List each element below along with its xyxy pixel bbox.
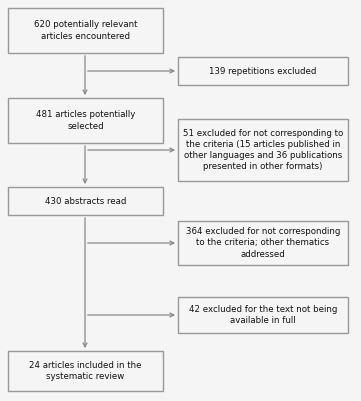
Bar <box>178 221 348 265</box>
Bar <box>8 8 163 53</box>
Bar <box>178 57 348 85</box>
Text: 42 excluded for the text not being
available in full: 42 excluded for the text not being avail… <box>189 305 337 325</box>
Text: 620 potentially relevant
articles encountered: 620 potentially relevant articles encoun… <box>34 20 137 41</box>
Text: 51 excluded for not corresponding to
the criteria (15 articles published in
othe: 51 excluded for not corresponding to the… <box>183 129 343 171</box>
Text: 139 repetitions excluded: 139 repetitions excluded <box>209 67 317 75</box>
Bar <box>8 187 163 215</box>
Bar <box>178 297 348 333</box>
Bar <box>8 98 163 143</box>
Text: 24 articles included in the
systematic review: 24 articles included in the systematic r… <box>29 361 142 381</box>
Text: 430 abstracts read: 430 abstracts read <box>45 196 126 205</box>
Bar <box>178 119 348 181</box>
Text: 481 articles potentially
selected: 481 articles potentially selected <box>36 110 135 131</box>
Bar <box>8 351 163 391</box>
Text: 364 excluded for not corresponding
to the criteria; other thematics
addressed: 364 excluded for not corresponding to th… <box>186 227 340 259</box>
